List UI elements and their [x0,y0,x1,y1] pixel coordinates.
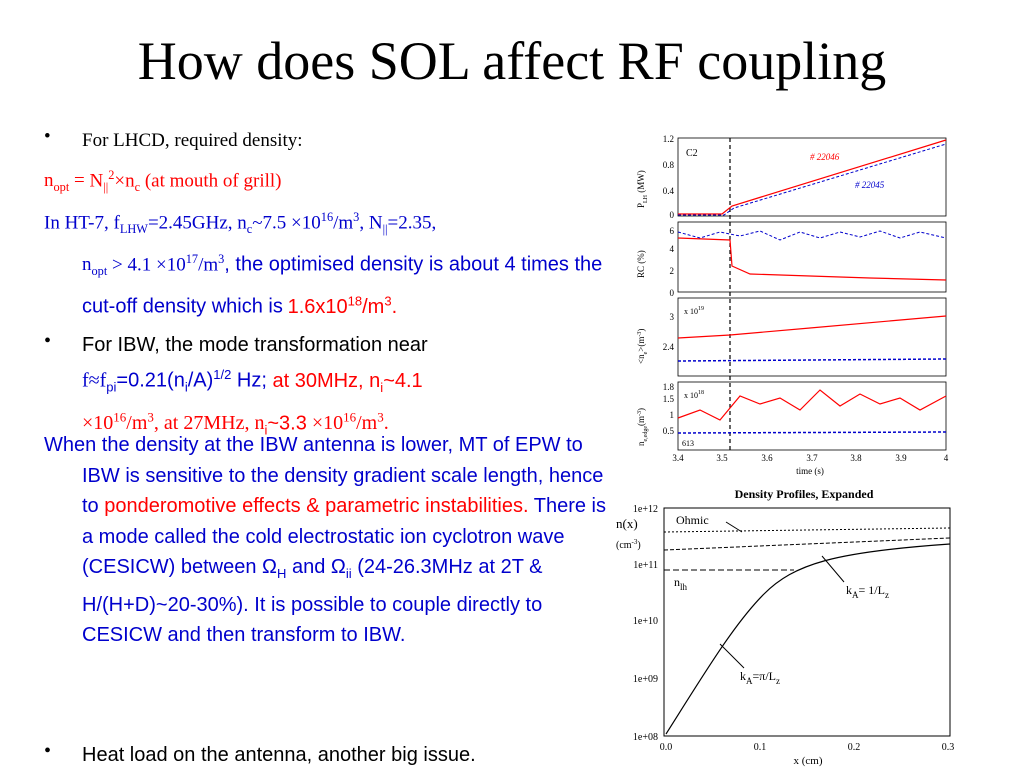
svg-text:2.4: 2.4 [663,342,675,352]
svg-text:0.5: 0.5 [663,426,675,436]
svg-text:ne,edge(m-3): ne,edge(m-3) [636,408,649,446]
svg-text:0.1: 0.1 [754,742,767,753]
svg-text:1e+11: 1e+11 [633,560,658,571]
svg-text:6: 6 [670,226,675,236]
svg-text:2: 2 [670,266,675,276]
shot-label-b: # 22045 [855,180,885,190]
y-ticks: 1.2 0.8 0.4 0 6 4 2 0 3 2.4 1.8 1.5 1 0.… [663,134,675,436]
svg-text:3.5: 3.5 [716,453,728,463]
y-axis-unit: (cm-3) [616,538,641,551]
svg-text:0.3: 0.3 [942,742,955,753]
svg-text:0.4: 0.4 [663,186,675,196]
ibw-paragraph: For IBW, the mode transformation near f≈… [82,334,428,438]
svg-text:3.8: 3.8 [850,453,862,463]
ohmic-label: Ohmic [676,513,709,527]
bullet-dot: • [44,330,52,352]
svg-text:3.7: 3.7 [806,453,818,463]
nlh-label: nlh [674,575,688,592]
density-profile-figure: Density Profiles, Expanded 1e+12 1e+11 1… [616,487,955,767]
svg-text:1.5: 1.5 [663,394,675,404]
bullet-dot: • [44,126,51,147]
svg-text:0: 0 [670,210,675,220]
svg-text:1e+10: 1e+10 [633,616,658,627]
svg-text:<ne>(m-3): <ne>(m-3) [636,329,649,364]
svg-text:PLH (MW): PLH (MW) [636,170,649,208]
time-trace-figure: C2 # 22046 # 22045 x 1019 x 1018 613 1.2… [636,134,949,476]
svg-text:0.2: 0.2 [848,742,861,753]
x-axis-label: x (cm) [793,755,822,767]
cesicw-paragraph: When the density at the IBW antenna is l… [44,434,606,646]
svg-text:1: 1 [670,410,675,420]
svg-text:0: 0 [670,288,675,298]
svg-text:4: 4 [670,244,675,254]
figure-title: Density Profiles, Expanded [735,487,874,501]
y-ticks: 1e+12 1e+11 1e+10 1e+09 1e+08 [633,504,658,743]
nopt-formula: nopt = N||2×nc (at mouth of grill) [44,168,282,195]
svg-text:0.0: 0.0 [660,742,673,753]
y-axis-labels: PLH (MW) RC (%) <ne>(m-3) ne,edge(m-3) [636,170,649,446]
svg-text:0.8: 0.8 [663,160,675,170]
svg-text:1e+09: 1e+09 [633,674,658,685]
lhcd-heading: For LHCD, required density: [82,130,303,151]
x-axis-label: time (s) [796,466,824,476]
svg-text:1.2: 1.2 [663,134,674,144]
svg-text:1e+12: 1e+12 [633,504,658,515]
ka-label-2: kA=π/Lz [740,669,780,686]
bullet-dot: • [44,740,52,762]
ka-label-1: kA= 1/Lz [846,583,889,600]
svg-text:1e+08: 1e+08 [633,732,658,743]
exp-label: x 1019 [684,306,704,316]
shot-label-a: # 22046 [810,152,840,162]
svg-text:3.9: 3.9 [895,453,907,463]
svg-text:3.6: 3.6 [761,453,773,463]
x-ticks: 0.0 0.1 0.2 0.3 [660,742,955,753]
svg-text:3.4: 3.4 [672,453,684,463]
x-ticks: 3.4 3.5 3.6 3.7 3.8 3.9 4 [672,453,948,463]
svg-text:4: 4 [944,453,949,463]
y-axis-label: n(x) [616,516,638,531]
ht7-paragraph: In HT-7, fLHW=2.45GHz, nc~7.5 ×1016/m3, … [44,210,603,318]
svg-text:RC (%): RC (%) [636,250,646,278]
slide-title: How does SOL affect RF coupling [137,31,887,91]
svg-text:3: 3 [670,312,675,322]
exp-label: x 1018 [684,390,704,400]
heat-load-text: Heat load on the antenna, another big is… [82,744,476,766]
svg-text:1.8: 1.8 [663,382,675,392]
shot-label-c: 613 [682,439,694,448]
panel-label: C2 [686,148,698,159]
